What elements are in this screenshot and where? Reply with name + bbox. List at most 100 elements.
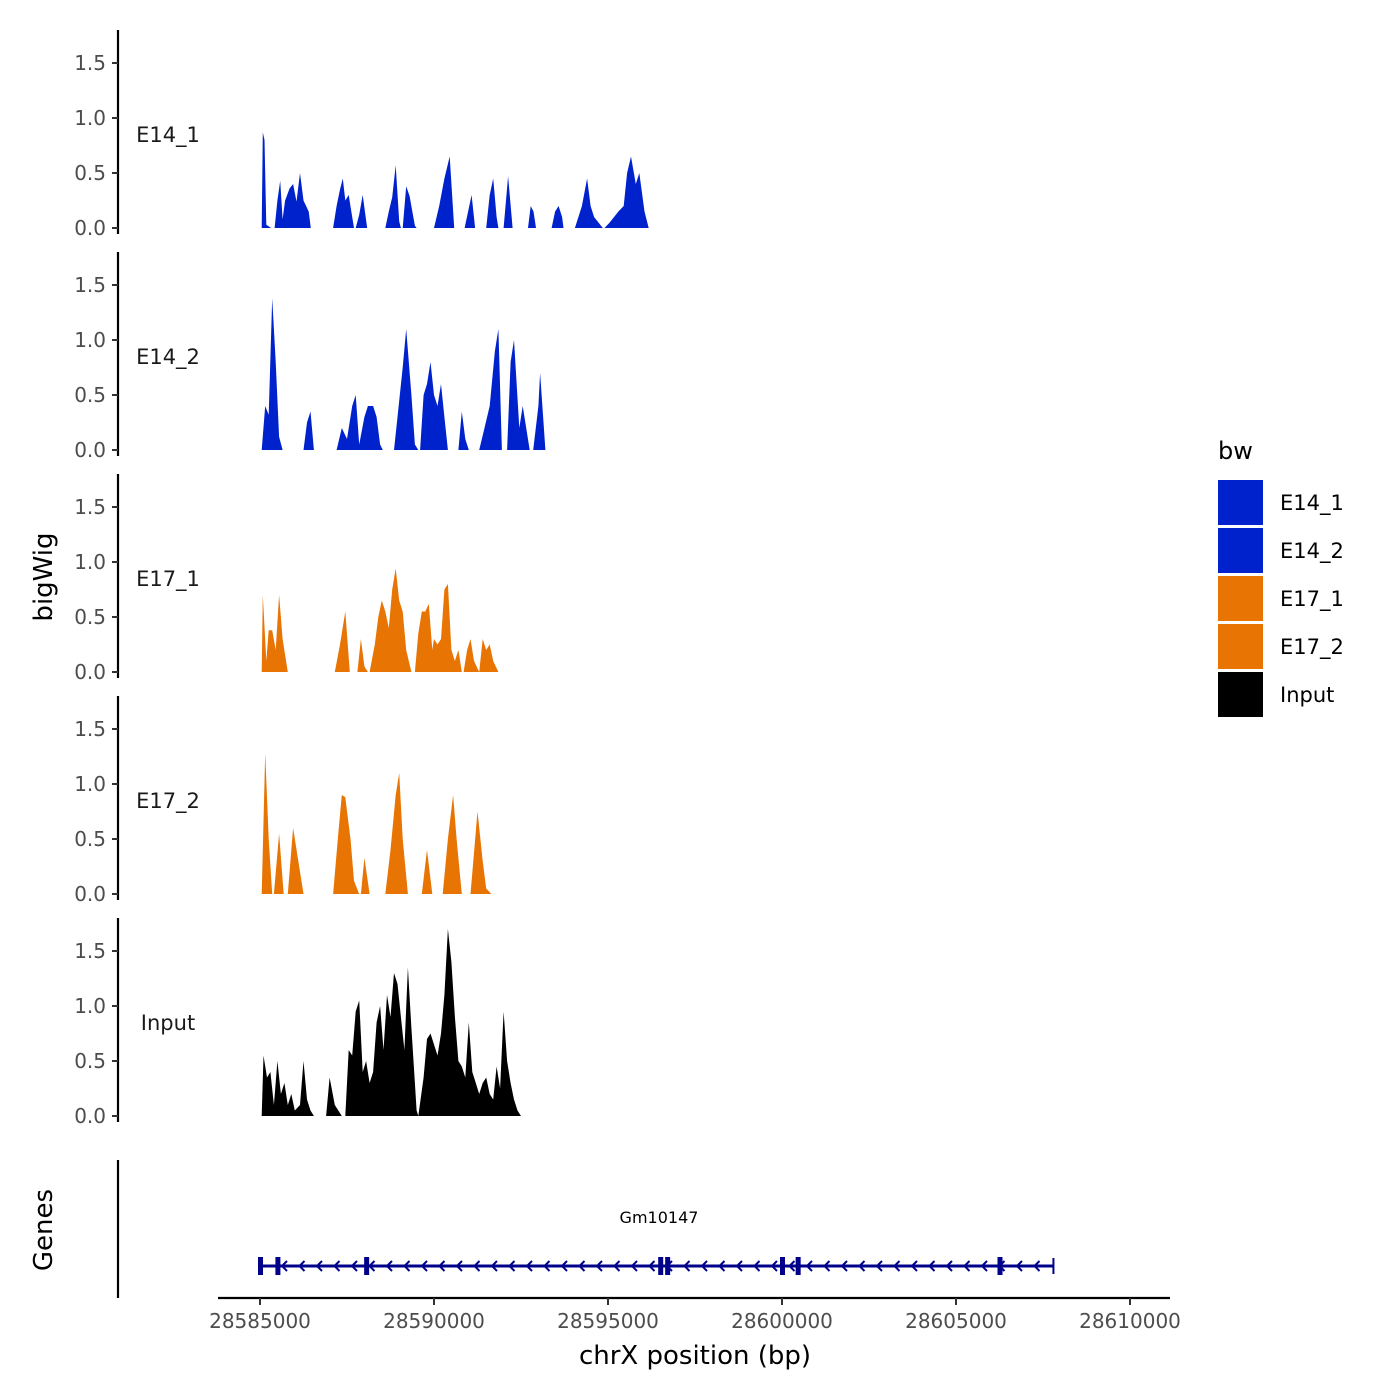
strand-arrow [350,1260,358,1272]
legend-swatch [1218,672,1263,717]
strand-arrow [893,1260,901,1272]
y-tick-label: 1.5 [74,51,106,75]
x-tick-label: 28585000 [209,1309,311,1333]
y-tick-label: 1.5 [74,717,106,741]
strand-arrow [1015,1260,1023,1272]
panel-label: E17_2 [136,789,200,814]
legend-title: bw [1218,437,1253,465]
panel-e14-2: 0.0 0.5 1.0 1.5 E14_2 [74,252,555,462]
genes-axis-title: Genes [29,1189,59,1271]
exon [997,1257,1003,1275]
y-tick-label: 0.5 [74,383,106,407]
exon [658,1257,664,1275]
strand-arrow [280,1260,288,1272]
area-input [261,929,521,1116]
y-tick-label: 1.5 [74,495,106,519]
legend-label: E17_2 [1280,635,1344,660]
strand-arrow [578,1260,586,1272]
strand-arrow [438,1260,446,1272]
strand-arrow [963,1260,971,1272]
strand-arrow [718,1260,726,1272]
y-tick-label: 0.5 [74,827,106,851]
y-tick-label: 0.0 [74,438,106,462]
strand-arrow [910,1260,918,1272]
panel-label: E14_2 [136,345,200,370]
strand-arrow [630,1260,638,1272]
legend-swatch [1218,576,1263,621]
strand-arrow [473,1260,481,1272]
strand-arrow [560,1260,568,1272]
exon [780,1257,785,1275]
exon [258,1257,263,1275]
y-tick-label: 1.5 [74,273,106,297]
y-tick-label: 0.0 [74,660,106,684]
strand-arrow [770,1260,778,1272]
y-tick-label: 0.0 [74,1104,106,1128]
strand-arrow [1033,1260,1041,1272]
x-tick-label: 28605000 [905,1309,1007,1333]
legend-label: E14_1 [1280,491,1344,516]
x-axis: 28585000 28590000 28595000 28600000 28605000… [209,1296,1181,1333]
strand-arrow [595,1260,603,1272]
y-tick-label: 1.0 [74,994,106,1018]
legend: bw E14_1 E14_2 E17_1 E17_2 Input [1218,437,1344,717]
strand-arrow [333,1260,341,1272]
exon [665,1257,671,1275]
y-tick-label: 1.0 [74,106,106,130]
panel-label: E17_1 [136,567,200,592]
x-tick-label: 28600000 [731,1309,833,1333]
x-axis-title: chrX position (bp) [579,1341,811,1371]
legend-label: E17_1 [1280,587,1344,612]
legend-label: E14_2 [1280,539,1344,564]
strand-arrow [543,1260,551,1272]
x-tick-label: 28610000 [1079,1309,1181,1333]
strand-arrow [823,1260,831,1272]
y-tick-label: 1.0 [74,550,106,574]
legend-label: Input [1280,683,1334,707]
strand-arrow [928,1260,936,1272]
strand-arrow [858,1260,866,1272]
panel-label: Input [141,1011,195,1035]
panel-e17-2: 0.0 0.5 1.0 1.5 E17_2 [74,696,492,906]
area-e14-1 [261,132,657,228]
area-e17-2 [261,753,492,894]
x-tick-label: 28595000 [557,1309,659,1333]
strand-arrow [368,1260,376,1272]
y-tick-label: 0.5 [74,161,106,185]
panel-e14-1: 0.0 0.5 1.0 1.5 E14_1 [74,30,657,240]
y-tick-label: 0.0 [74,882,106,906]
y-tick-label: 1.0 [74,328,106,352]
y-tick-label: 0.5 [74,605,106,629]
strand-arrow [385,1260,393,1272]
strand-arrow [403,1260,411,1272]
area-e14-2 [261,298,555,450]
panel-input: 0.0 0.5 1.0 1.5 Input [74,918,521,1128]
legend-swatch [1218,624,1263,669]
legend-swatch [1218,480,1263,525]
y-tick-label: 0.5 [74,1049,106,1073]
strand-arrow [508,1260,516,1272]
strand-arrow [298,1260,306,1272]
legend-swatch [1218,528,1263,573]
strand-arrow [753,1260,761,1272]
genes-track: Gm10147 [116,1160,1055,1298]
strand-arrow [875,1260,883,1272]
strand-arrow [840,1260,848,1272]
area-e17-1 [261,568,499,672]
exon [795,1257,801,1275]
exon [364,1257,370,1275]
strand-arrow [980,1260,988,1272]
strand-arrow [315,1260,323,1272]
strand-arrow [735,1260,743,1272]
strand-arrow [648,1260,656,1272]
strand-arrow [788,1260,796,1272]
strand-arrow [420,1260,428,1272]
strand-arrow [455,1260,463,1272]
gene-name: Gm10147 [620,1208,699,1227]
strand-arrow [525,1260,533,1272]
strand-arrow [945,1260,953,1272]
strand-arrow [700,1260,708,1272]
x-tick-label: 28590000 [383,1309,485,1333]
panel-label: E14_1 [136,123,200,148]
